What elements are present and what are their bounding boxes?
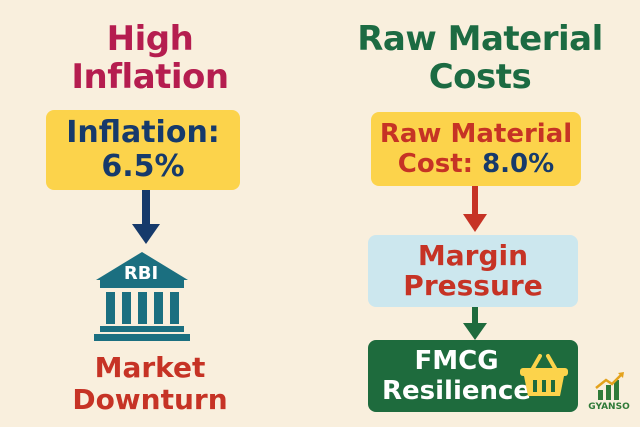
pressure-line2: Pressure <box>403 269 543 302</box>
down-arrow-icon <box>463 186 487 232</box>
resilience-line1: FMCG <box>414 346 499 376</box>
shopping-basket-icon <box>520 354 568 396</box>
right-title: Raw Material Costs <box>330 20 630 96</box>
bank-building-icon <box>94 252 190 341</box>
left-title-line1: High <box>106 19 194 59</box>
margin-pressure-box: Margin Pressure <box>368 235 578 307</box>
bank-label: RBI <box>123 263 159 284</box>
market-line2: Downturn <box>72 383 228 416</box>
left-title: High Inflation <box>40 20 260 96</box>
cost-value: 8.0% <box>482 149 555 179</box>
pressure-line1: Margin <box>417 239 529 272</box>
inflation-value: 6.5% <box>101 149 185 184</box>
raw-material-cost-box: Raw Material Cost: 8.0% <box>371 112 581 186</box>
market-line1: Market <box>94 351 206 384</box>
resilience-line2: Resilience <box>382 376 532 406</box>
down-arrow-icon <box>463 307 487 340</box>
right-title-line1: Raw Material <box>357 19 603 59</box>
inflation-label: Inflation: <box>66 115 220 150</box>
inflation-box: Inflation: 6.5% <box>46 110 240 190</box>
market-downturn-text: Market Downturn <box>62 352 238 416</box>
cost-label: Cost: <box>397 149 474 179</box>
brand-logo-text: GYANSO <box>588 402 630 412</box>
cost-line1: Raw Material <box>379 119 573 149</box>
down-arrow-icon <box>132 190 160 244</box>
left-title-line2: Inflation <box>71 57 229 97</box>
right-title-line2: Costs <box>428 57 532 97</box>
growth-chart-icon <box>595 372 624 400</box>
